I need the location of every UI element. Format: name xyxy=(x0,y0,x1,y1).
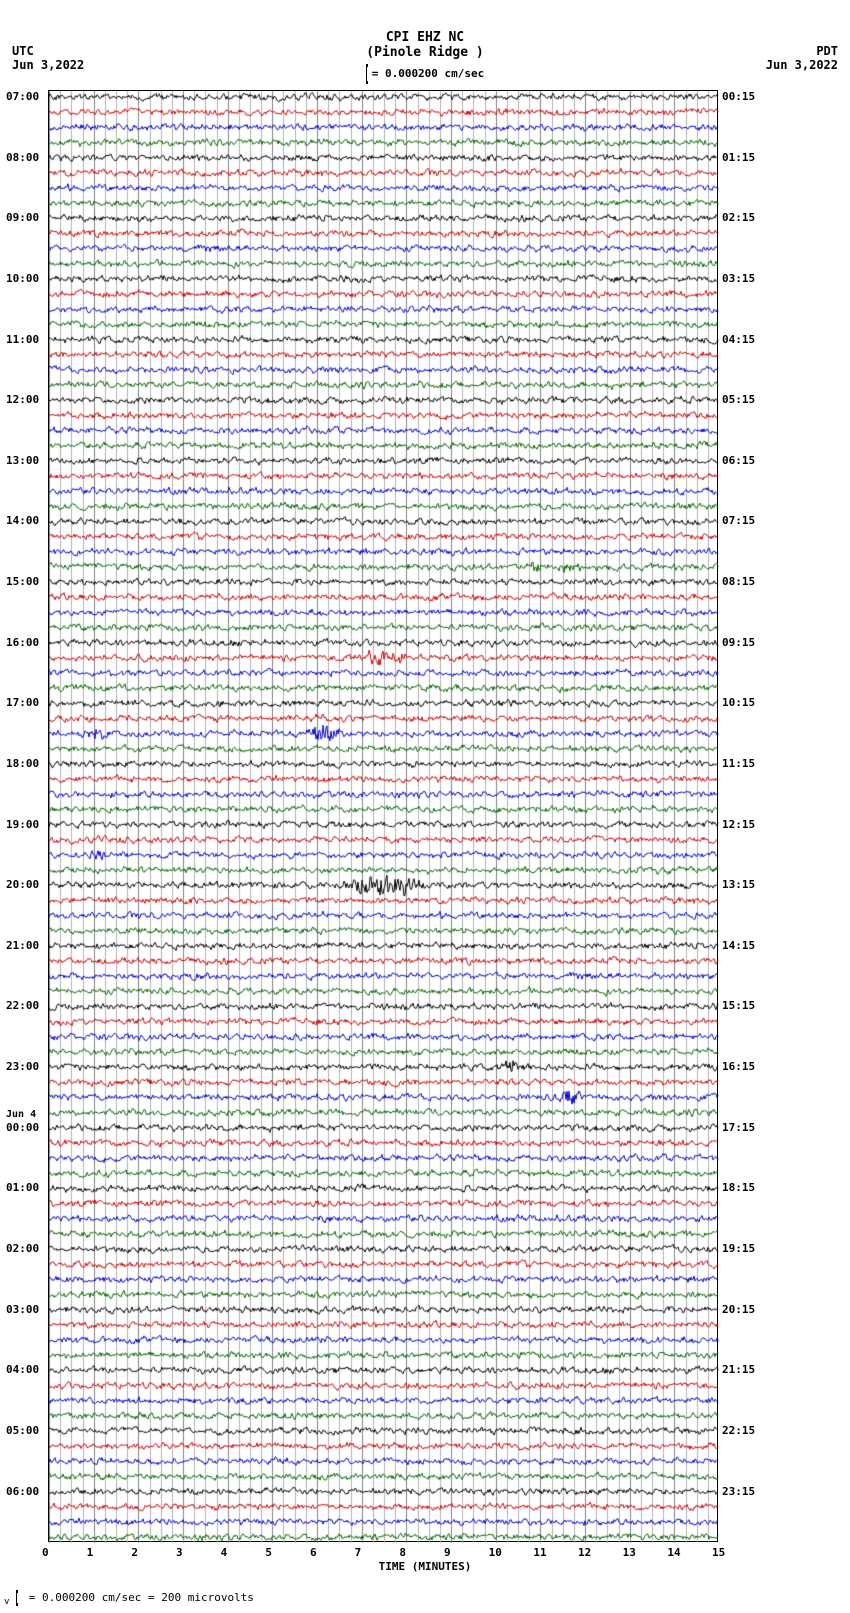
utc-hour-label: 07:00 xyxy=(6,90,39,103)
x-tick-label: 1 xyxy=(87,1546,94,1559)
utc-hour-label: 00:00 xyxy=(6,1121,39,1134)
utc-hour-label: 10:00 xyxy=(6,272,39,285)
utc-hour-label: 06:00 xyxy=(6,1485,39,1498)
date-change-label: Jun 4 xyxy=(6,1109,36,1120)
pdt-hour-label: 08:15 xyxy=(722,575,755,588)
x-tick-label: 13 xyxy=(623,1546,636,1559)
footer-scale: v = 0.000200 cm/sec = 200 microvolts xyxy=(4,1590,254,1607)
amplitude-scale: = 0.000200 cm/sec xyxy=(0,64,850,84)
utc-hour-label: 16:00 xyxy=(6,636,39,649)
utc-hour-label: 19:00 xyxy=(6,818,39,831)
x-tick-label: 14 xyxy=(667,1546,680,1559)
x-tick-label: 8 xyxy=(399,1546,406,1559)
utc-hour-label: 09:00 xyxy=(6,211,39,224)
pdt-hour-label: 09:15 xyxy=(722,636,755,649)
pdt-hour-label: 23:15 xyxy=(722,1485,755,1498)
x-tick-label: 10 xyxy=(489,1546,502,1559)
utc-hour-label: 20:00 xyxy=(6,878,39,891)
utc-hour-label: 21:00 xyxy=(6,939,39,952)
station-subtitle: (Pinole Ridge ) xyxy=(0,45,850,60)
x-tick-label: 2 xyxy=(131,1546,138,1559)
x-tick-label: 0 xyxy=(42,1546,49,1559)
pdt-hour-label: 17:15 xyxy=(722,1121,755,1134)
pdt-hour-label: 22:15 xyxy=(722,1424,755,1437)
pdt-hour-label: 21:15 xyxy=(722,1363,755,1376)
pdt-hour-label: 07:15 xyxy=(722,514,755,527)
pdt-hour-label: 19:15 xyxy=(722,1242,755,1255)
left-date: Jun 3,2022 xyxy=(12,58,84,72)
seismogram-plot xyxy=(48,90,718,1542)
right-timezone: PDT xyxy=(816,44,838,58)
station-title: CPI EHZ NC xyxy=(0,30,850,45)
pdt-hour-label: 14:15 xyxy=(722,939,755,952)
x-tick-label: 11 xyxy=(533,1546,546,1559)
utc-hour-label: 22:00 xyxy=(6,999,39,1012)
pdt-hour-label: 00:15 xyxy=(722,90,755,103)
utc-hour-label: 05:00 xyxy=(6,1424,39,1437)
pdt-hour-label: 13:15 xyxy=(722,878,755,891)
pdt-hour-label: 12:15 xyxy=(722,818,755,831)
x-tick-label: 3 xyxy=(176,1546,183,1559)
x-axis-label: TIME (MINUTES) xyxy=(0,1560,850,1573)
utc-hour-label: 12:00 xyxy=(6,393,39,406)
utc-hour-label: 18:00 xyxy=(6,757,39,770)
x-tick-label: 12 xyxy=(578,1546,591,1559)
pdt-hour-label: 10:15 xyxy=(722,696,755,709)
x-tick-label: 4 xyxy=(221,1546,228,1559)
pdt-hour-label: 04:15 xyxy=(722,333,755,346)
utc-hour-label: 13:00 xyxy=(6,454,39,467)
x-tick-label: 5 xyxy=(265,1546,272,1559)
pdt-hour-label: 05:15 xyxy=(722,393,755,406)
utc-hour-label: 08:00 xyxy=(6,151,39,164)
pdt-hour-label: 15:15 xyxy=(722,999,755,1012)
utc-hour-label: 02:00 xyxy=(6,1242,39,1255)
utc-hour-label: 17:00 xyxy=(6,696,39,709)
utc-hour-label: 01:00 xyxy=(6,1181,39,1194)
utc-hour-label: 15:00 xyxy=(6,575,39,588)
x-tick-label: 15 xyxy=(712,1546,725,1559)
pdt-hour-label: 20:15 xyxy=(722,1303,755,1316)
pdt-hour-label: 18:15 xyxy=(722,1181,755,1194)
pdt-hour-label: 11:15 xyxy=(722,757,755,770)
utc-hour-label: 04:00 xyxy=(6,1363,39,1376)
utc-hour-label: 11:00 xyxy=(6,333,39,346)
pdt-hour-label: 16:15 xyxy=(722,1060,755,1073)
utc-hour-label: 14:00 xyxy=(6,514,39,527)
right-date: Jun 3,2022 xyxy=(766,58,838,72)
left-timezone: UTC xyxy=(12,44,34,58)
pdt-hour-label: 03:15 xyxy=(722,272,755,285)
seismogram-canvas xyxy=(49,91,719,1543)
x-tick-label: 9 xyxy=(444,1546,451,1559)
utc-hour-label: 23:00 xyxy=(6,1060,39,1073)
pdt-hour-label: 02:15 xyxy=(722,211,755,224)
pdt-hour-label: 06:15 xyxy=(722,454,755,467)
x-tick-label: 7 xyxy=(355,1546,362,1559)
utc-hour-label: 03:00 xyxy=(6,1303,39,1316)
x-tick-label: 6 xyxy=(310,1546,317,1559)
pdt-hour-label: 01:15 xyxy=(722,151,755,164)
